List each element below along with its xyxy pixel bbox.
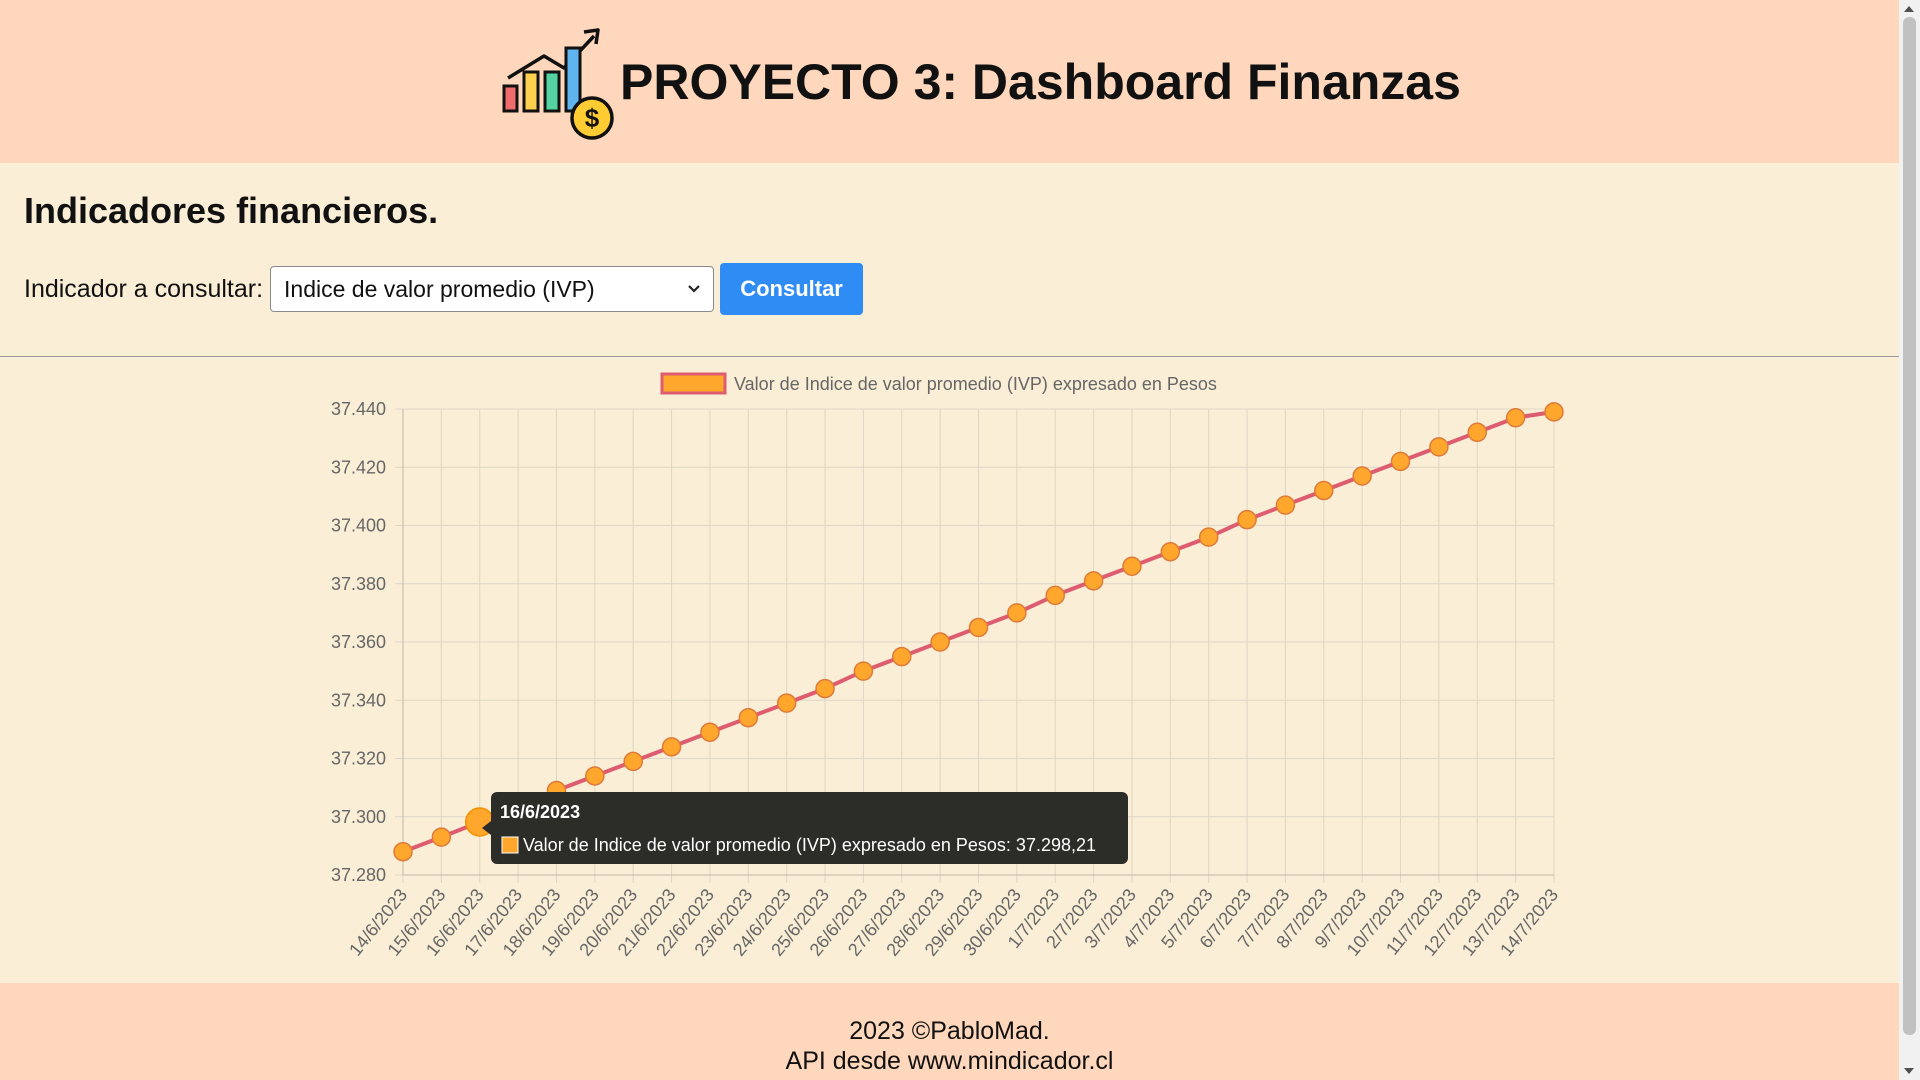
data-point[interactable] bbox=[1467, 422, 1488, 443]
data-point[interactable] bbox=[393, 841, 413, 862]
brand: $ bbox=[498, 24, 620, 140]
tooltip-title: 16/6/2023 bbox=[500, 802, 580, 822]
footer-api-credit: API desde www.mindicador.cl bbox=[785, 1047, 1114, 1075]
data-point[interactable] bbox=[738, 707, 759, 728]
consultar-button[interactable]: Consultar bbox=[720, 263, 864, 315]
data-point[interactable] bbox=[1198, 527, 1219, 547]
data-point[interactable] bbox=[1352, 466, 1372, 486]
y-tick-label: 37.400 bbox=[331, 516, 386, 536]
data-point[interactable] bbox=[853, 661, 874, 681]
data-point[interactable] bbox=[1160, 541, 1181, 562]
indicator-form: Indicador a consultar: Indice de valor p… bbox=[24, 263, 864, 315]
data-point[interactable] bbox=[1429, 437, 1449, 457]
data-point[interactable] bbox=[623, 751, 643, 772]
scroll-down-arrow-icon[interactable] bbox=[1904, 1068, 1914, 1074]
page-title: PROYECTO 3: Dashboard Finanzas bbox=[620, 54, 1461, 110]
divider bbox=[0, 356, 1899, 357]
chevron-down-icon bbox=[688, 285, 700, 293]
scroll-thumb[interactable] bbox=[1903, 17, 1916, 1035]
tooltip-label: Valor de Indice de valor promedio (IVP) … bbox=[523, 835, 1096, 855]
data-point[interactable] bbox=[1083, 571, 1104, 591]
y-tick-label: 37.340 bbox=[331, 690, 386, 710]
footer-copyright: 2023 ©PabloMad. bbox=[849, 1017, 1050, 1045]
y-tick-label: 37.440 bbox=[331, 399, 386, 419]
tooltip-swatch bbox=[501, 836, 519, 854]
data-point[interactable] bbox=[1314, 480, 1334, 501]
site-footer: 2023 ©PabloMad. API desde www.mindicador… bbox=[0, 983, 1899, 1080]
y-tick-label: 37.280 bbox=[331, 865, 386, 885]
data-point[interactable] bbox=[1237, 509, 1257, 530]
svg-text:$: $ bbox=[585, 103, 600, 133]
main-content: Indicadores financieros. Indicador a con… bbox=[0, 163, 1899, 983]
chart-area: Valor de Indice de valor promedio (IVP) … bbox=[0, 357, 1899, 983]
indicator-select-value: Indice de valor promedio (IVP) bbox=[284, 275, 595, 302]
data-point[interactable] bbox=[1007, 603, 1027, 623]
data-point[interactable] bbox=[585, 766, 605, 786]
indicator-label: Indicador a consultar: bbox=[24, 274, 264, 303]
y-tick-label: 37.300 bbox=[331, 807, 386, 827]
data-point[interactable] bbox=[1390, 451, 1411, 472]
data-point[interactable] bbox=[968, 617, 989, 638]
data-point[interactable] bbox=[661, 737, 682, 757]
data-point[interactable] bbox=[776, 693, 797, 713]
legend-swatch[interactable] bbox=[660, 372, 727, 395]
legend-label[interactable]: Valor de Indice de valor promedio (IVP) … bbox=[734, 374, 1217, 394]
section-heading: Indicadores financieros. bbox=[24, 190, 439, 231]
data-point[interactable] bbox=[1505, 407, 1526, 428]
data-point[interactable] bbox=[1122, 556, 1142, 577]
site-header: $ PROYECTO 3: Dashboard Finanzas bbox=[0, 0, 1899, 163]
indicator-select[interactable]: Indice de valor promedio (IVP) bbox=[270, 266, 715, 312]
data-point[interactable] bbox=[1544, 402, 1564, 422]
data-point[interactable] bbox=[892, 646, 912, 667]
y-tick-label: 37.320 bbox=[331, 749, 386, 769]
data-point[interactable] bbox=[930, 632, 950, 652]
scroll-up-arrow-icon[interactable] bbox=[1904, 6, 1914, 12]
y-tick-label: 37.360 bbox=[331, 632, 386, 652]
data-point[interactable] bbox=[815, 678, 835, 699]
data-point[interactable] bbox=[1045, 585, 1065, 606]
finance-chart-dollar-icon: $ bbox=[502, 28, 614, 140]
data-point[interactable] bbox=[431, 827, 452, 847]
y-tick-label: 37.380 bbox=[331, 574, 386, 594]
vertical-scrollbar[interactable] bbox=[1899, 0, 1920, 1080]
chart-tooltip: 16/6/2023 Valor de Indice de valor prome… bbox=[482, 792, 1128, 864]
data-point[interactable] bbox=[700, 722, 720, 743]
y-tick-label: 37.420 bbox=[331, 457, 386, 477]
line-chart: Valor de Indice de valor promedio (IVP) … bbox=[331, 372, 1564, 960]
data-point[interactable] bbox=[1275, 495, 1296, 515]
